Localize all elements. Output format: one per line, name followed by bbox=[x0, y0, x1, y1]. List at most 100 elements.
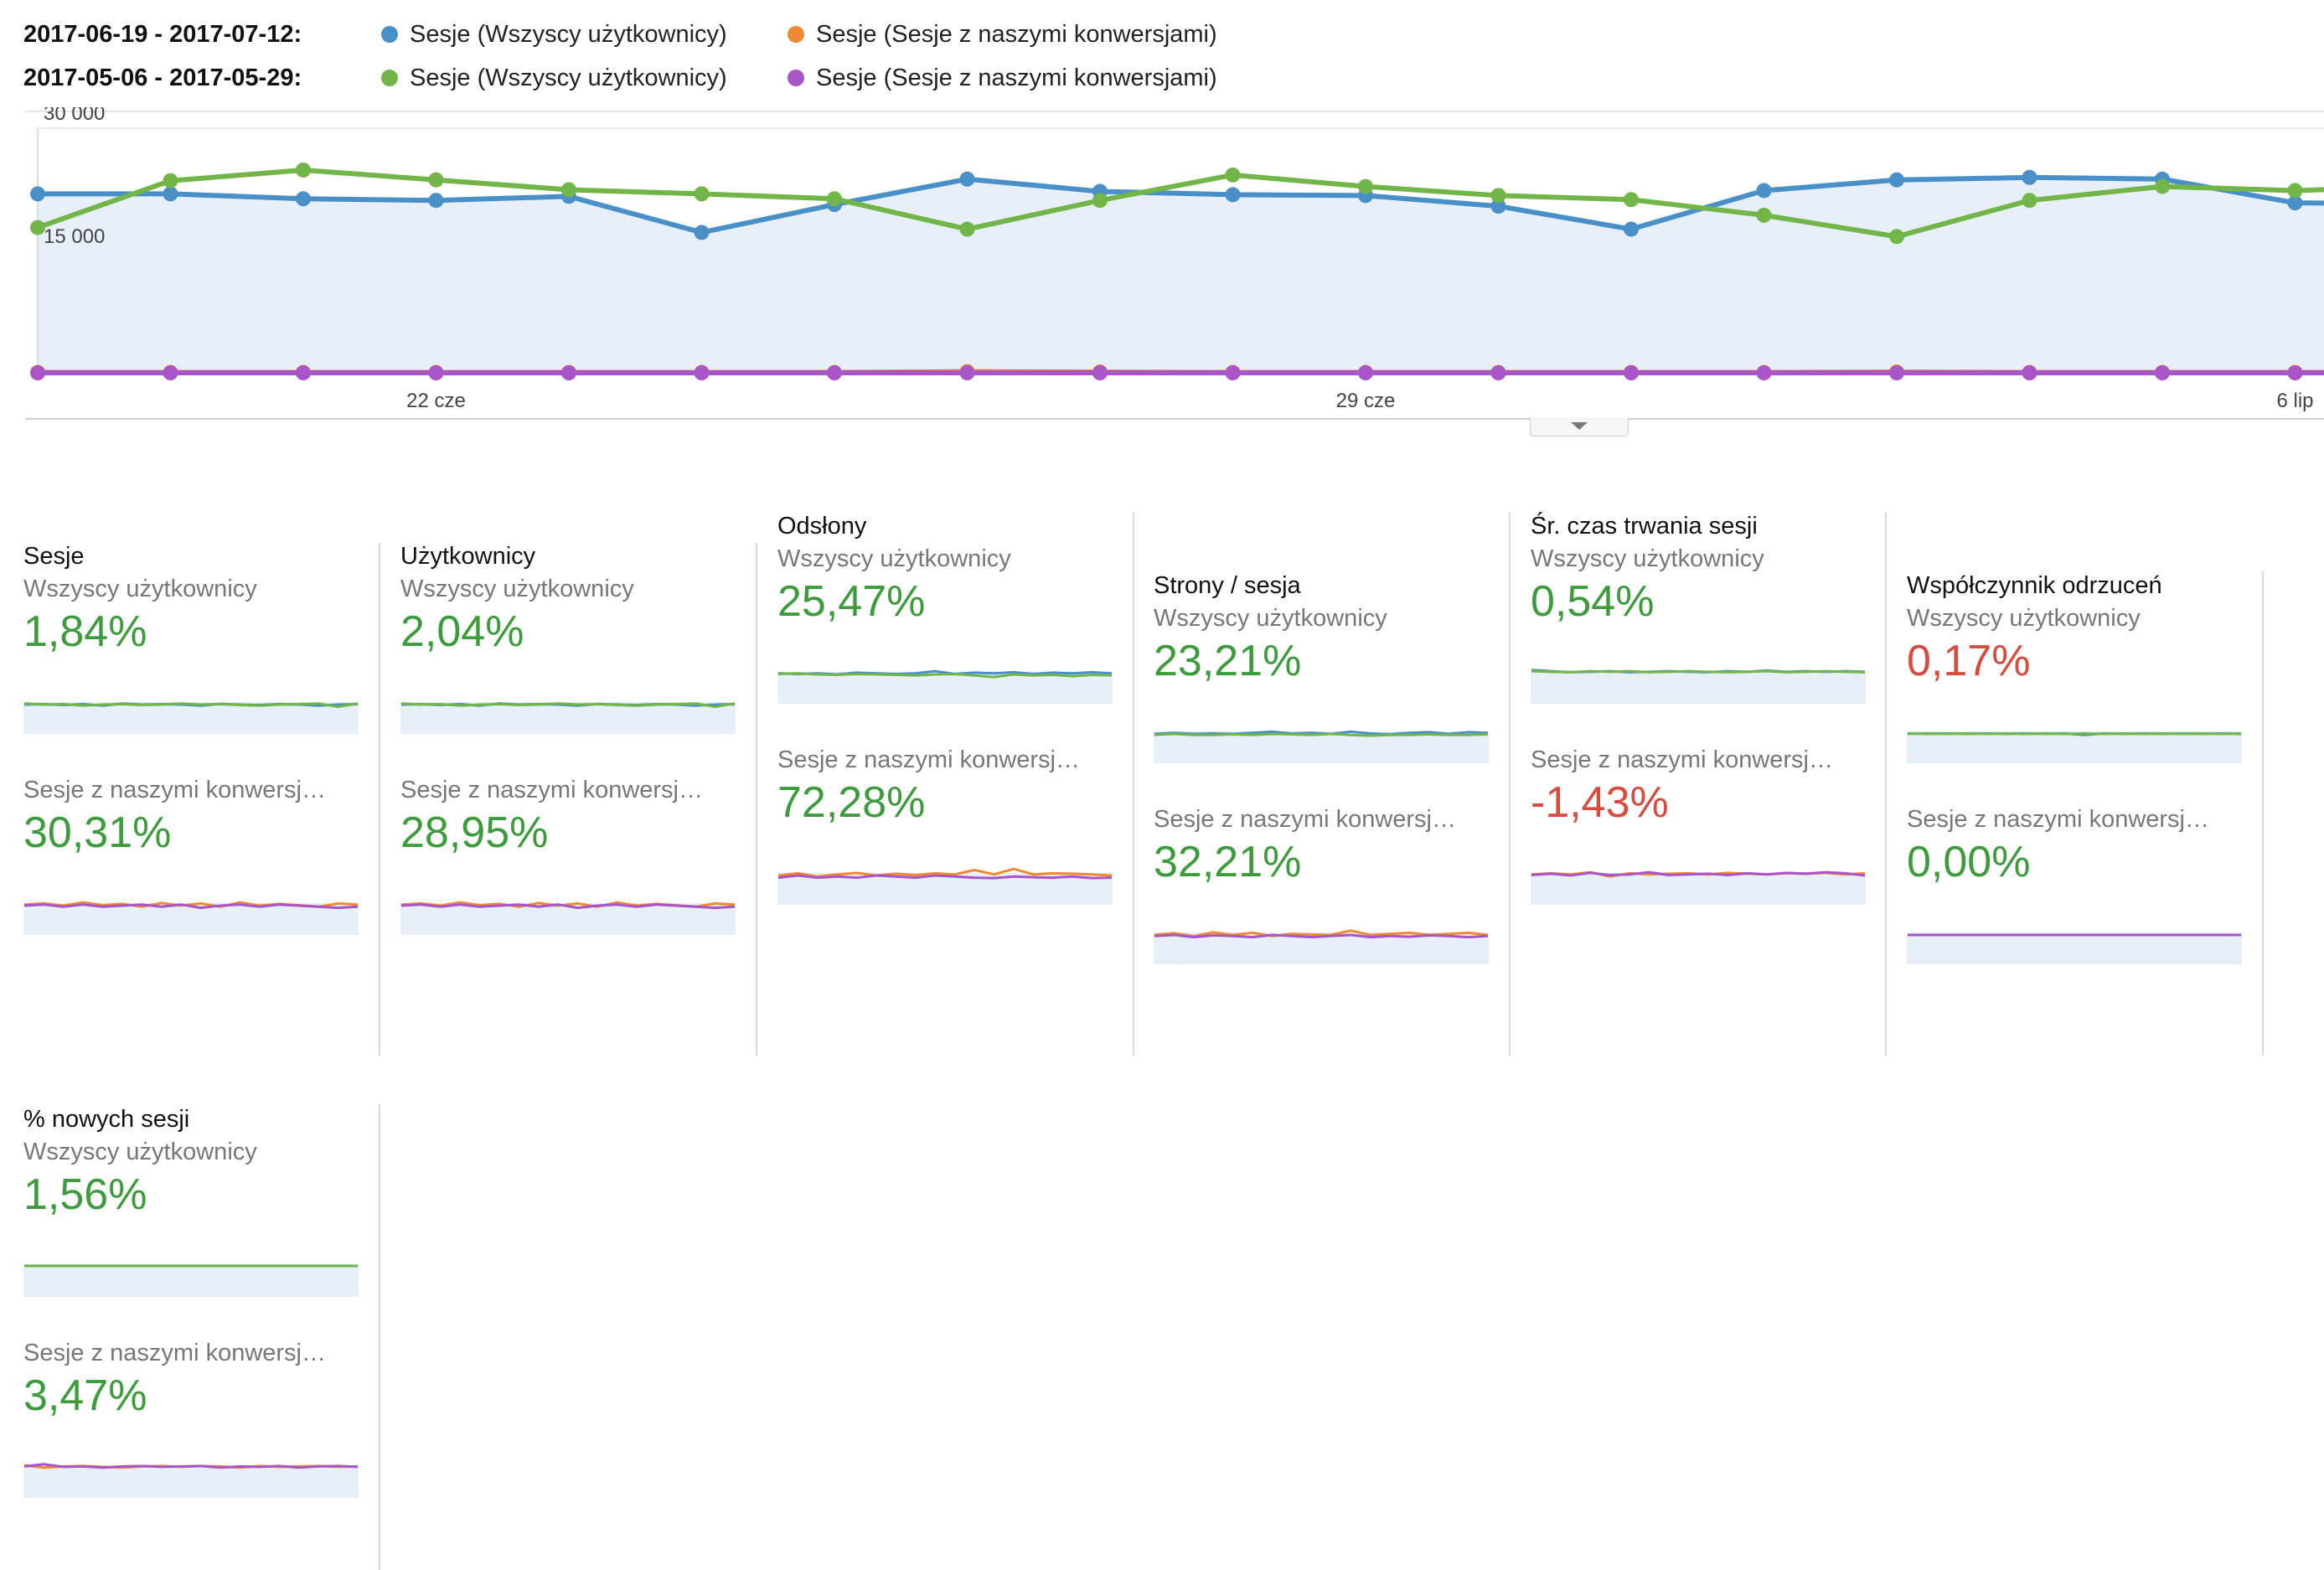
data-point[interactable] bbox=[1756, 365, 1772, 381]
data-point[interactable] bbox=[959, 221, 975, 237]
legend-dot-icon bbox=[381, 70, 398, 86]
legend-label: Sesje (Sesje z naszymi konwersjami) bbox=[816, 64, 1217, 91]
data-point[interactable] bbox=[2287, 183, 2303, 199]
data-point[interactable] bbox=[296, 191, 311, 207]
metric-card[interactable]: Strony / sesja Wszyscy użytkownicy 23,21% S… bbox=[1154, 569, 1530, 964]
card-divider bbox=[1885, 513, 1887, 1056]
metric-card[interactable]: Współczynnik odrzuceń Wszyscy użytkownicy… bbox=[1907, 569, 2283, 964]
legend-date-range: 2017-06-19 - 2017-07-12: bbox=[23, 20, 302, 48]
card-spacer bbox=[1907, 763, 2283, 803]
data-point[interactable] bbox=[1225, 187, 1241, 203]
data-point[interactable] bbox=[163, 173, 178, 189]
data-point[interactable] bbox=[1358, 178, 1373, 194]
sessions-line-chart[interactable]: 30 000 15 000 22 cze 29 cze 6 lip bbox=[0, 107, 2324, 426]
data-point[interactable] bbox=[561, 365, 576, 381]
metric-title: % nowych sesji bbox=[23, 1106, 190, 1133]
sparkline-chart bbox=[1907, 932, 2242, 964]
metric-card[interactable]: Użytkownicy Wszyscy użytkownicy 2,04% Sesje… bbox=[400, 540, 777, 935]
data-point[interactable] bbox=[2287, 365, 2303, 381]
data-point[interactable] bbox=[1756, 183, 1772, 199]
data-point[interactable] bbox=[1889, 172, 1904, 188]
data-point[interactable] bbox=[296, 365, 311, 381]
metric-card[interactable]: % nowych sesji Wszyscy użytkownicy 1,56% Se… bbox=[23, 1103, 400, 1498]
data-point[interactable] bbox=[694, 365, 710, 381]
data-point[interactable] bbox=[1624, 365, 1639, 381]
data-point[interactable] bbox=[959, 171, 975, 187]
data-point[interactable] bbox=[30, 186, 45, 202]
card-spacer bbox=[777, 704, 1154, 744]
sparkline-series bbox=[400, 903, 736, 910]
data-point[interactable] bbox=[30, 219, 45, 235]
legend-item[interactable]: Sesje (Sesje z naszymi konwersjami) bbox=[788, 65, 1217, 92]
data-point[interactable] bbox=[694, 225, 710, 240]
metric-card[interactable]: Śr. czas trwania sesji Wszyscy użytkownic… bbox=[1531, 509, 1907, 905]
sparkline-series bbox=[1907, 731, 2242, 736]
sparkline-series bbox=[23, 702, 359, 709]
segment-label: Wszyscy użytkownicy bbox=[1907, 605, 2141, 632]
data-point[interactable] bbox=[2022, 365, 2037, 381]
card-spacer bbox=[23, 734, 400, 774]
metric-title: Sesje bbox=[23, 543, 85, 570]
data-point[interactable] bbox=[827, 191, 842, 207]
sparkline-area bbox=[23, 702, 359, 734]
data-point[interactable] bbox=[2155, 178, 2170, 194]
metric-title: Śr. czas trwania sesji bbox=[1531, 513, 1758, 540]
data-point[interactable] bbox=[1092, 365, 1108, 381]
metric-card[interactable]: Sesje Wszyscy użytkownicy 1,84% Sesje z nas… bbox=[23, 540, 400, 935]
x-tick-label: 6 lip bbox=[2276, 390, 2313, 412]
data-point[interactable] bbox=[1624, 221, 1639, 237]
data-point[interactable] bbox=[694, 186, 710, 202]
legend-date-range: 2017-05-06 - 2017-05-29: bbox=[23, 64, 302, 91]
data-point[interactable] bbox=[1889, 229, 1904, 245]
data-point[interactable] bbox=[1490, 188, 1506, 204]
data-point[interactable] bbox=[1092, 193, 1108, 209]
data-point[interactable] bbox=[163, 365, 178, 381]
data-point[interactable] bbox=[1358, 365, 1373, 381]
data-point[interactable] bbox=[959, 365, 975, 381]
segment-change-value: 0,54% bbox=[1531, 577, 1655, 626]
segment-label: Wszyscy użytkownicy bbox=[1531, 545, 1764, 572]
data-point[interactable] bbox=[2287, 195, 2303, 211]
data-point[interactable] bbox=[30, 365, 45, 381]
data-point[interactable] bbox=[2155, 365, 2170, 381]
sparkline-series bbox=[1531, 870, 1866, 877]
data-point[interactable] bbox=[296, 162, 311, 178]
data-point[interactable] bbox=[428, 365, 444, 381]
data-point[interactable] bbox=[428, 193, 444, 209]
legend-item[interactable]: Sesje (Wszyscy użytkownicy) bbox=[381, 21, 788, 49]
data-point[interactable] bbox=[561, 182, 576, 198]
data-point[interactable] bbox=[1225, 365, 1241, 381]
sparkline-series bbox=[23, 1463, 359, 1469]
legend-row-previous: 2017-05-06 - 2017-05-29: Sesje (Wszyscy … bbox=[23, 56, 1217, 100]
card-divider bbox=[756, 543, 757, 1056]
sparkline-chart bbox=[23, 901, 359, 935]
segment-change-value: 1,56% bbox=[23, 1170, 147, 1219]
chart-collapse-toggle[interactable] bbox=[1530, 417, 1629, 436]
sparkline-chart bbox=[1154, 929, 1489, 964]
metric-card[interactable]: Odsłony Wszyscy użytkownicy 25,47% Sesje z … bbox=[777, 509, 1154, 905]
data-point[interactable] bbox=[2022, 193, 2037, 209]
data-point[interactable] bbox=[1225, 167, 1241, 183]
sparkline-series bbox=[777, 672, 1113, 679]
data-point[interactable] bbox=[428, 172, 444, 188]
data-point[interactable] bbox=[2022, 169, 2037, 185]
data-point[interactable] bbox=[1889, 365, 1904, 381]
sparkline-series bbox=[23, 903, 359, 910]
area-fill bbox=[38, 177, 2324, 374]
card-divider bbox=[379, 1104, 380, 1570]
sparkline-chart bbox=[1154, 730, 1489, 763]
data-point[interactable] bbox=[1490, 199, 1506, 214]
sparkline-chart bbox=[23, 1264, 359, 1297]
legend-item[interactable]: Sesje (Wszyscy użytkownicy) bbox=[381, 65, 788, 92]
card-divider bbox=[1509, 513, 1511, 1056]
data-point[interactable] bbox=[163, 186, 178, 202]
data-point[interactable] bbox=[1490, 365, 1506, 381]
card-spacer bbox=[400, 734, 777, 774]
sparkline-area bbox=[1531, 672, 1866, 704]
data-point[interactable] bbox=[827, 365, 842, 381]
sparkline-area bbox=[777, 672, 1113, 704]
segment-label: Wszyscy użytkownicy bbox=[400, 576, 634, 602]
data-point[interactable] bbox=[1756, 207, 1772, 223]
legend-item[interactable]: Sesje (Sesje z naszymi konwersjami) bbox=[788, 21, 1217, 49]
data-point[interactable] bbox=[1624, 192, 1639, 208]
